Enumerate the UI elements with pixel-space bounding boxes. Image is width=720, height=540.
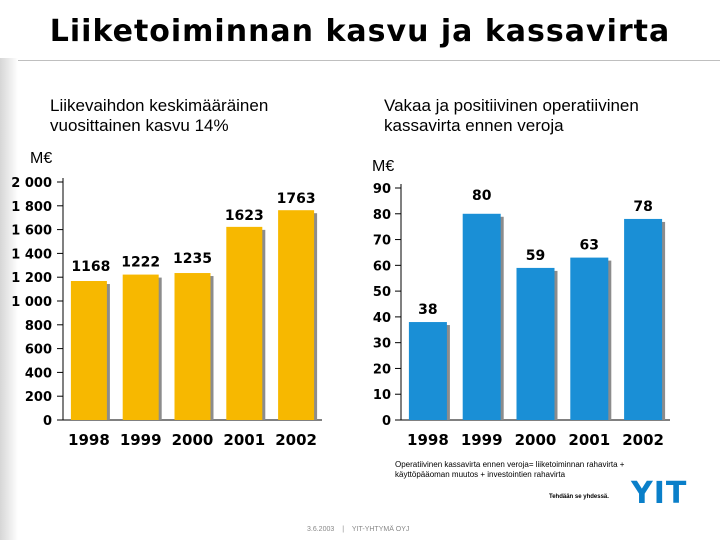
y-tick-label: 60 bbox=[373, 259, 391, 274]
y-tick-label: 80 bbox=[373, 208, 391, 223]
right-chart-title: Vakaa ja positiivinen operatiivinen kass… bbox=[384, 96, 639, 136]
bar-2000 bbox=[516, 267, 555, 420]
slide-title: Liiketoiminnan kasvu ja kassavirta bbox=[49, 14, 671, 49]
x-tick-label: 2000 bbox=[172, 431, 214, 449]
x-tick-label: 2002 bbox=[275, 431, 317, 449]
cashflow-footnote: Operatiivinen kassavirta ennen veroja= l… bbox=[395, 460, 625, 479]
y-tick-label: 200 bbox=[25, 390, 52, 405]
left-chart-unit: M€ bbox=[30, 150, 53, 167]
bar-1999 bbox=[122, 274, 159, 420]
bar-2002 bbox=[624, 218, 663, 420]
y-tick-label: 1 000 bbox=[11, 295, 52, 310]
y-tick-label: 600 bbox=[25, 343, 52, 358]
footer-separator: | bbox=[342, 526, 345, 533]
x-tick-label: 1999 bbox=[120, 431, 162, 449]
bar-1999 bbox=[462, 213, 501, 420]
y-tick-label: 0 bbox=[43, 414, 52, 429]
y-tick-label: 1 400 bbox=[11, 247, 52, 262]
x-tick-label: 2000 bbox=[515, 431, 557, 449]
right-chart-unit: M€ bbox=[372, 158, 395, 175]
data-label: 63 bbox=[580, 238, 599, 254]
data-label: 1235 bbox=[173, 251, 212, 267]
y-tick-label: 20 bbox=[373, 362, 391, 377]
y-tick-label: 30 bbox=[373, 337, 391, 352]
bar-2000 bbox=[174, 273, 211, 420]
tagline: Tehdään se yhdessä. bbox=[549, 494, 609, 500]
x-tick-label: 1999 bbox=[461, 431, 503, 449]
slide-footer: 3.6.2003 | YIT-YHTYMÄ OYJ bbox=[307, 526, 415, 533]
yit-logo: YIT bbox=[631, 476, 688, 511]
data-label: 1222 bbox=[121, 255, 160, 271]
x-tick-label: 2001 bbox=[223, 431, 265, 449]
y-tick-label: 1 800 bbox=[11, 200, 52, 215]
footer-company: YIT-YHTYMÄ OYJ bbox=[351, 526, 410, 533]
left-chart-title-line-2: vuosittainen kasvu 14% bbox=[50, 116, 229, 135]
left-chart-title-line-1: Liikevaihdon keskimääräinen bbox=[50, 96, 269, 115]
y-tick-label: 1 200 bbox=[11, 271, 52, 286]
footer-date: 3.6.2003 bbox=[307, 526, 335, 533]
y-tick-label: 2 000 bbox=[11, 176, 52, 191]
cashflow-bar-chart: 0 10 20 30 40 50 60 70 80 90 38 1998 80 1999 59 2000 63 2… bbox=[373, 182, 670, 449]
data-label: 80 bbox=[472, 188, 492, 204]
y-tick-label: 1 600 bbox=[11, 224, 52, 239]
y-tick-label: 40 bbox=[373, 311, 391, 326]
y-tick-label: 0 bbox=[382, 414, 391, 429]
y-tick-label: 50 bbox=[373, 285, 391, 300]
title-divider bbox=[18, 60, 720, 61]
right-chart-title-line-1: Vakaa ja positiivinen operatiivinen bbox=[384, 96, 639, 115]
y-tick-label: 70 bbox=[373, 234, 391, 249]
x-tick-label: 1998 bbox=[68, 431, 110, 449]
side-gradient-bar bbox=[0, 58, 18, 540]
revenue-bar-chart: 0 200 400 600 800 1 000 1 200 1 400 1 600 1 800 2 … bbox=[11, 176, 322, 449]
data-label: 38 bbox=[418, 302, 437, 318]
y-tick-label: 10 bbox=[373, 388, 391, 403]
data-label: 59 bbox=[526, 248, 545, 264]
data-label: 1168 bbox=[71, 259, 110, 275]
bar-2001 bbox=[570, 257, 609, 420]
y-tick-label: 90 bbox=[373, 182, 391, 197]
data-label: 1623 bbox=[225, 208, 264, 224]
x-tick-label: 2001 bbox=[568, 431, 610, 449]
data-label: 1763 bbox=[277, 191, 316, 207]
right-chart-title-line-2: kassavirta ennen veroja bbox=[384, 116, 564, 135]
x-tick-label: 1998 bbox=[407, 431, 449, 449]
y-tick-label: 800 bbox=[25, 319, 52, 334]
bar-2001 bbox=[226, 226, 263, 420]
x-tick-label: 2002 bbox=[622, 431, 664, 449]
bar-2002 bbox=[278, 210, 315, 420]
data-label: 78 bbox=[633, 199, 652, 215]
y-tick-label: 400 bbox=[25, 366, 52, 381]
bar-1998 bbox=[408, 322, 447, 420]
left-chart-title: Liikevaihdon keskimääräinen vuosittainen… bbox=[50, 96, 268, 136]
bar-1998 bbox=[70, 281, 107, 420]
